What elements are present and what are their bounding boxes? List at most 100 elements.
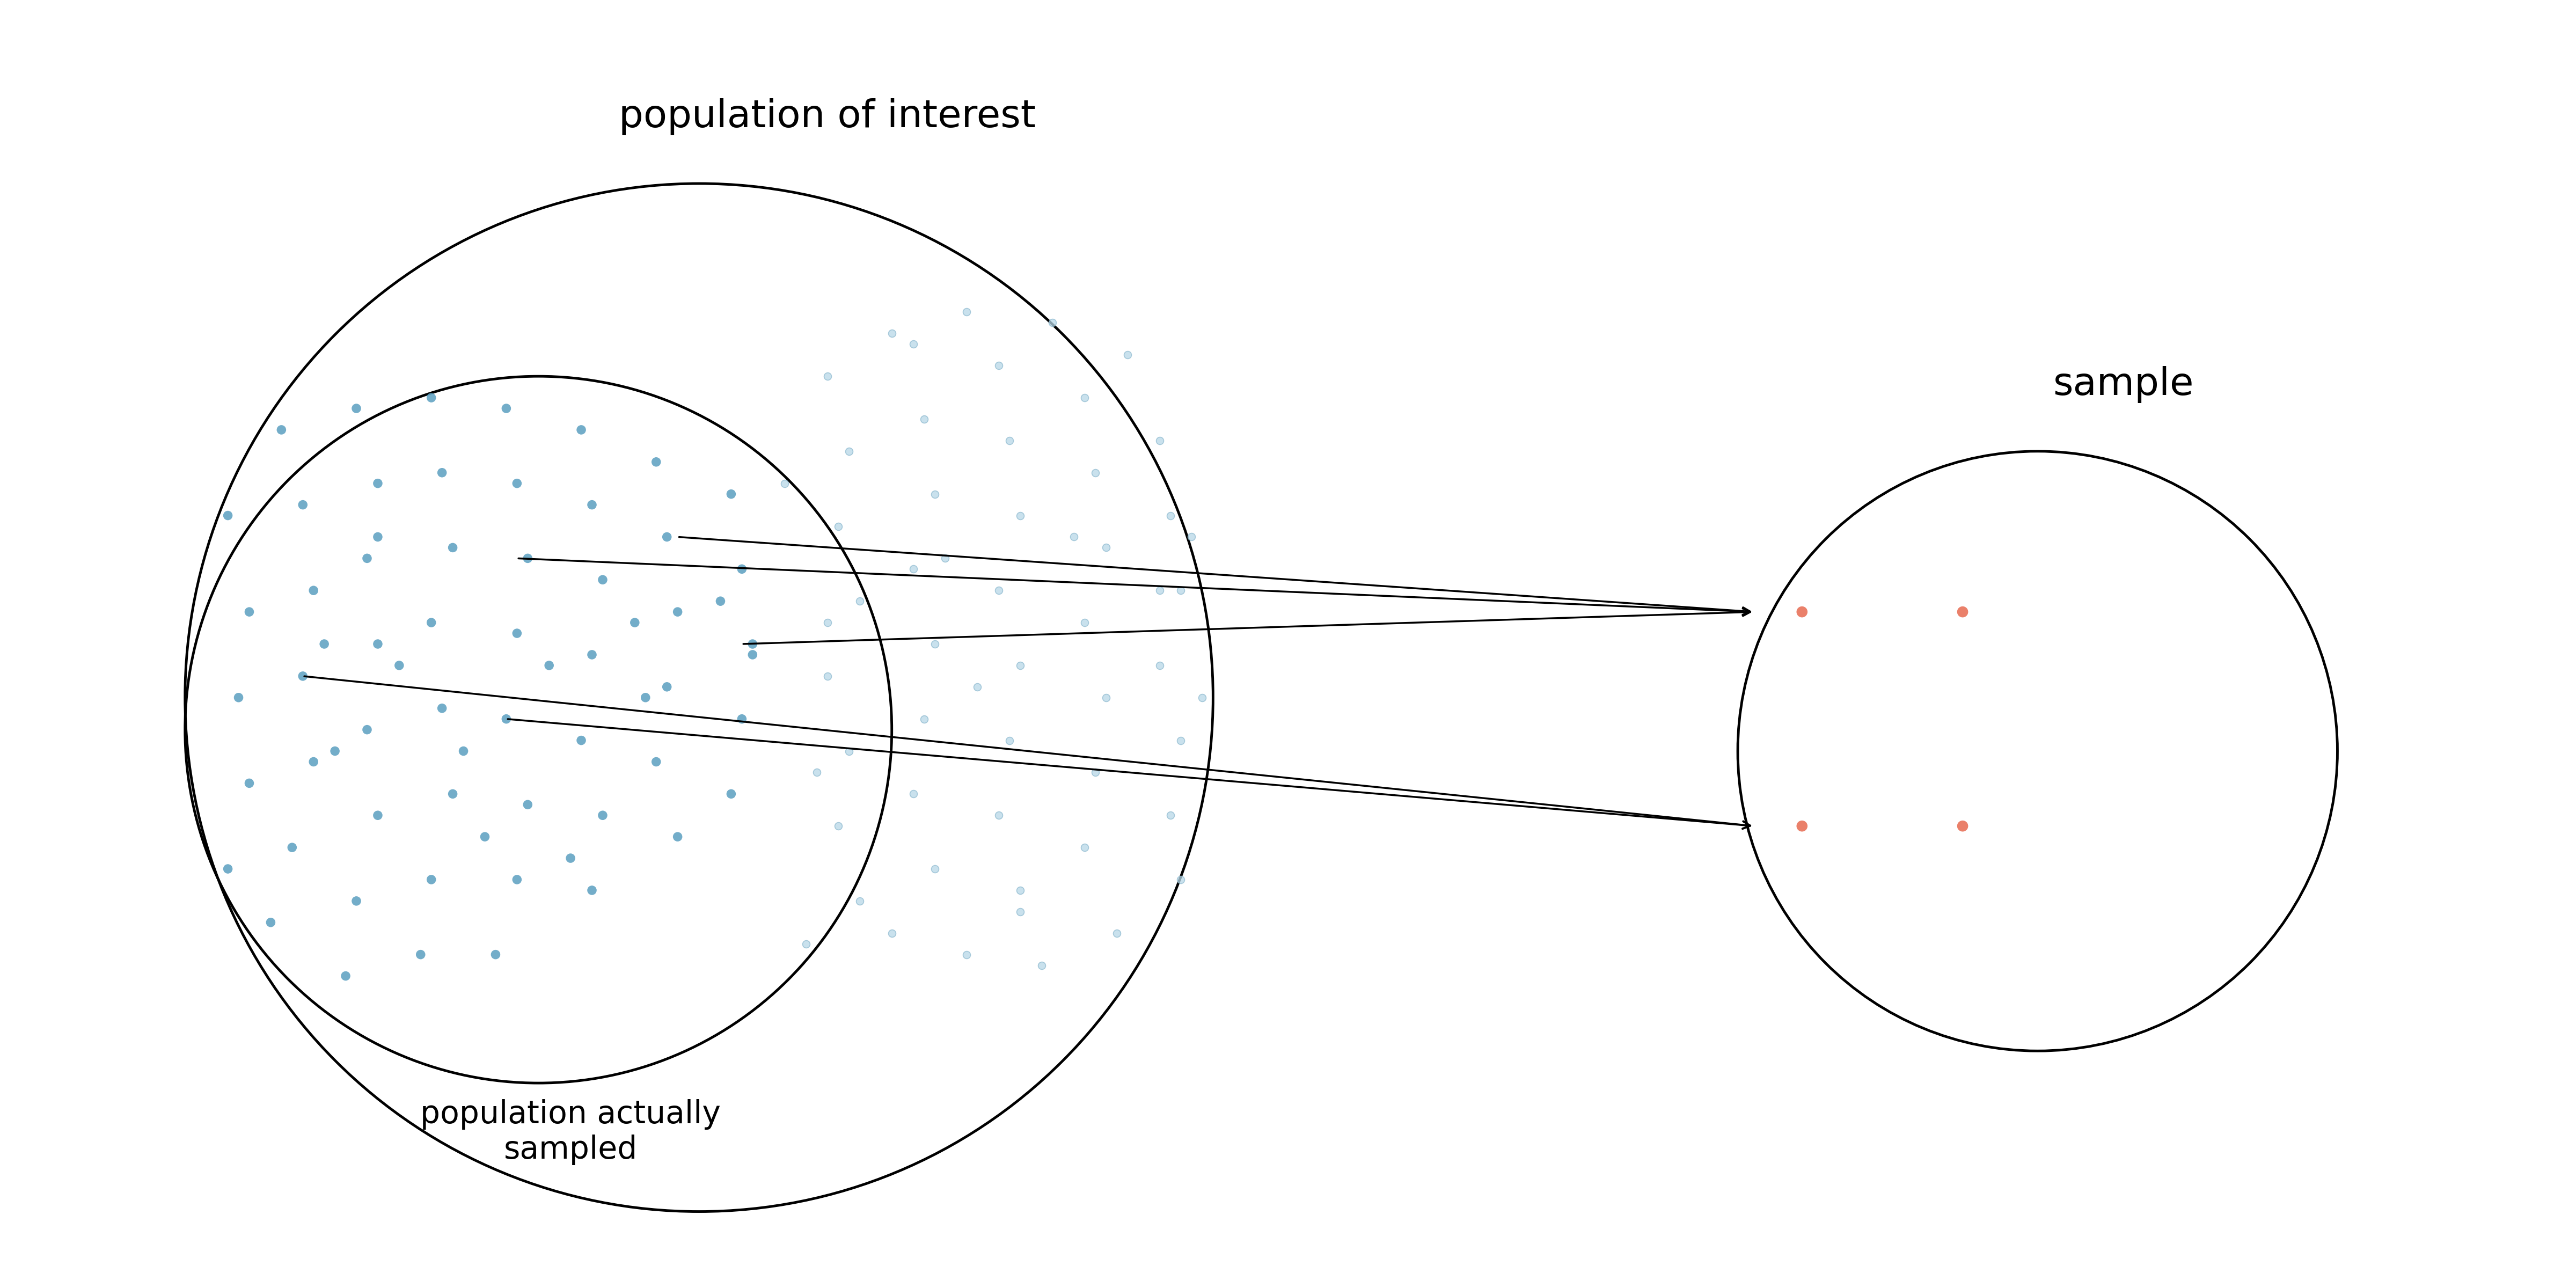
Point (979, 355, 1020, 376)
Point (294, 751, 335, 772)
Point (904, 408, 945, 429)
Point (260, 420, 301, 440)
Point (1139, 430, 1180, 451)
Point (358, 527, 399, 547)
Point (433, 783, 474, 804)
Point (701, 591, 742, 612)
Point (422, 462, 464, 483)
Point (345, 720, 386, 741)
Point (206, 505, 247, 526)
Point (487, 398, 528, 419)
Point (345, 547, 386, 568)
Point (572, 495, 613, 515)
Point (335, 398, 376, 419)
Point (657, 601, 698, 622)
Point (1064, 612, 1105, 632)
Point (270, 837, 312, 858)
Point (1159, 869, 1200, 890)
Point (1074, 762, 1115, 783)
Point (1020, 954, 1061, 975)
Point (999, 902, 1041, 922)
Point (626, 688, 667, 708)
Point (914, 484, 956, 505)
Point (422, 698, 464, 719)
Point (314, 741, 355, 761)
Point (732, 634, 773, 654)
Text: sample: sample (2053, 366, 2195, 403)
Point (636, 452, 677, 473)
Point (871, 323, 912, 344)
Point (817, 815, 858, 836)
Point (956, 676, 997, 697)
Point (721, 708, 762, 729)
Point (945, 944, 987, 965)
Point (497, 623, 538, 644)
Point (250, 912, 291, 933)
Point (999, 656, 1041, 676)
Point (1149, 505, 1190, 526)
Point (925, 547, 966, 568)
Point (1182, 688, 1224, 708)
Point (1783, 815, 1824, 836)
Point (999, 505, 1041, 526)
Point (1783, 601, 1824, 622)
Point (1084, 537, 1126, 558)
Point (283, 666, 325, 687)
Point (206, 859, 247, 880)
Point (379, 656, 420, 676)
Point (840, 591, 881, 612)
Point (732, 644, 773, 665)
Point (358, 634, 399, 654)
Point (1074, 462, 1115, 483)
Point (829, 440, 871, 461)
Point (507, 547, 549, 568)
Point (1172, 527, 1213, 547)
Text: population of interest: population of interest (618, 98, 1036, 135)
Point (945, 301, 987, 322)
Point (914, 634, 956, 654)
Point (229, 601, 270, 622)
Point (464, 827, 505, 848)
Point (786, 934, 827, 954)
Point (582, 805, 623, 826)
Point (840, 891, 881, 912)
Point (572, 880, 613, 900)
Point (721, 559, 762, 580)
Point (914, 859, 956, 880)
Point (229, 773, 270, 793)
Point (636, 751, 677, 772)
Point (582, 569, 623, 590)
Point (1108, 345, 1149, 366)
Point (989, 430, 1030, 451)
Point (1159, 730, 1200, 751)
Point (294, 580, 335, 600)
Point (1942, 601, 1984, 622)
Point (894, 559, 935, 580)
Point (1139, 656, 1180, 676)
Point (904, 708, 945, 729)
Point (1033, 313, 1074, 334)
Point (613, 612, 654, 632)
Point (1054, 527, 1095, 547)
Point (562, 420, 603, 440)
Point (304, 634, 345, 654)
Point (358, 805, 399, 826)
Point (410, 869, 451, 890)
Point (219, 688, 260, 708)
Point (283, 495, 325, 515)
Point (497, 869, 538, 890)
Point (1084, 688, 1126, 708)
Point (358, 473, 399, 493)
Point (711, 783, 752, 804)
Point (399, 944, 440, 965)
Point (325, 966, 366, 987)
Point (1095, 922, 1136, 943)
Point (1149, 805, 1190, 826)
Point (806, 366, 848, 386)
Text: population actually
sampled: population actually sampled (420, 1099, 721, 1166)
Point (335, 891, 376, 912)
Point (443, 741, 484, 761)
Point (806, 666, 848, 687)
Point (1942, 815, 1984, 836)
Point (474, 944, 515, 965)
